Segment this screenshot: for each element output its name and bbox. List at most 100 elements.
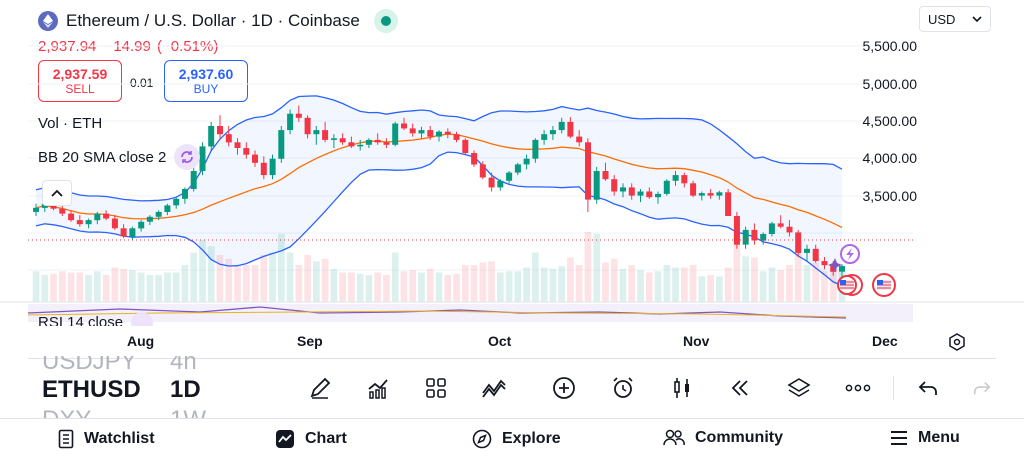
layout-button[interactable] (420, 372, 452, 404)
indicators-button[interactable] (362, 372, 394, 404)
candle[interactable] (129, 226, 136, 240)
candle[interactable] (339, 133, 346, 145)
candle[interactable] (330, 134, 337, 149)
candle[interactable] (120, 224, 127, 239)
lightning-marker-icon[interactable] (840, 244, 860, 264)
candle[interactable] (357, 139, 364, 151)
candle[interactable] (585, 138, 591, 212)
candle[interactable] (821, 257, 828, 270)
candle[interactable] (620, 183, 626, 198)
currency-select[interactable]: USD (919, 6, 991, 32)
sell-button[interactable]: 2,937.59 SELL (38, 60, 122, 102)
candle[interactable] (304, 115, 311, 139)
price-chart[interactable] (0, 0, 1024, 330)
volume-indicator-label[interactable]: Vol · ETH (38, 115, 103, 132)
chart-type-button[interactable] (666, 372, 698, 404)
nav-community[interactable]: Community (663, 429, 783, 447)
candle[interactable] (409, 123, 416, 137)
chart-settings-button[interactable] (946, 331, 968, 353)
rsi-indicator-legend[interactable]: RSI 14 close (38, 312, 154, 326)
candle[interactable] (208, 121, 215, 151)
nav-explore[interactable]: Explore (472, 429, 561, 449)
candle[interactable] (295, 105, 302, 122)
candle[interactable] (567, 117, 574, 139)
candle[interactable] (777, 215, 784, 229)
candle[interactable] (418, 126, 425, 139)
candle[interactable] (190, 166, 197, 192)
candle[interactable] (812, 244, 819, 263)
more-button[interactable] (842, 372, 874, 404)
bb-indicator-legend[interactable]: BB 20 SMA close 2 (38, 144, 201, 170)
candle[interactable] (471, 150, 478, 167)
candle[interactable] (33, 203, 39, 216)
candle[interactable] (593, 166, 600, 204)
candle[interactable] (68, 210, 75, 222)
collapse-indicators-button[interactable] (42, 180, 72, 206)
candle[interactable] (488, 172, 495, 192)
candle[interactable] (751, 223, 758, 245)
candle[interactable] (795, 229, 802, 257)
candle[interactable] (322, 121, 329, 143)
candle[interactable] (532, 138, 539, 163)
candle[interactable] (725, 189, 732, 216)
candle[interactable] (348, 136, 355, 149)
candle[interactable] (365, 138, 372, 149)
candle[interactable] (182, 187, 188, 204)
candle[interactable] (252, 150, 258, 167)
symbol-picker[interactable]: USDJPY 4h ETHUSD 1D DXY 1W (42, 356, 272, 418)
candle[interactable] (655, 191, 661, 204)
candle[interactable] (444, 128, 451, 139)
candle[interactable] (742, 226, 749, 249)
candle[interactable] (768, 221, 775, 237)
nav-watchlist[interactable]: Watchlist (58, 429, 155, 449)
candle[interactable] (103, 210, 110, 221)
candle[interactable] (173, 197, 180, 209)
candle[interactable] (506, 171, 513, 184)
candle[interactable] (313, 126, 320, 145)
candle[interactable] (392, 121, 399, 147)
candle[interactable] (576, 130, 583, 147)
candle[interactable] (76, 215, 83, 227)
candle[interactable] (672, 171, 679, 186)
buy-button[interactable]: 2,937.60 BUY (164, 60, 248, 102)
alert-button[interactable] (607, 372, 639, 404)
candle[interactable] (234, 138, 241, 155)
candle[interactable] (514, 162, 521, 176)
candle[interactable] (760, 232, 767, 245)
candle[interactable] (602, 162, 609, 181)
candle[interactable] (260, 156, 267, 180)
nav-menu[interactable]: Menu (890, 429, 960, 447)
candle[interactable] (646, 187, 653, 199)
candle[interactable] (497, 179, 504, 191)
candle[interactable] (698, 191, 705, 201)
candle[interactable] (94, 211, 101, 225)
candle[interactable] (541, 130, 548, 145)
candle[interactable] (164, 203, 171, 216)
candle[interactable] (401, 117, 407, 131)
candle[interactable] (436, 130, 442, 142)
candle[interactable] (155, 210, 162, 221)
candle[interactable] (549, 126, 556, 140)
candle[interactable] (663, 179, 670, 196)
drawing-tool-button[interactable] (304, 372, 336, 404)
add-button[interactable] (548, 372, 580, 404)
candle[interactable] (278, 126, 285, 163)
candle[interactable] (558, 117, 565, 134)
nav-chart[interactable]: Chart (275, 429, 347, 449)
candle[interactable] (462, 138, 469, 155)
candle[interactable] (716, 190, 723, 200)
candle[interactable] (786, 220, 793, 237)
candle[interactable] (427, 126, 434, 140)
candle[interactable] (523, 154, 530, 170)
candle[interactable] (287, 109, 294, 135)
replay-button[interactable] (724, 372, 756, 404)
candle[interactable] (479, 161, 486, 180)
candle[interactable] (839, 264, 845, 278)
candle[interactable] (243, 142, 250, 159)
candle[interactable] (269, 154, 276, 180)
candle[interactable] (383, 138, 390, 149)
candle[interactable] (690, 180, 697, 198)
candle[interactable] (146, 215, 153, 225)
candle[interactable] (217, 115, 223, 139)
candle[interactable] (707, 189, 714, 199)
